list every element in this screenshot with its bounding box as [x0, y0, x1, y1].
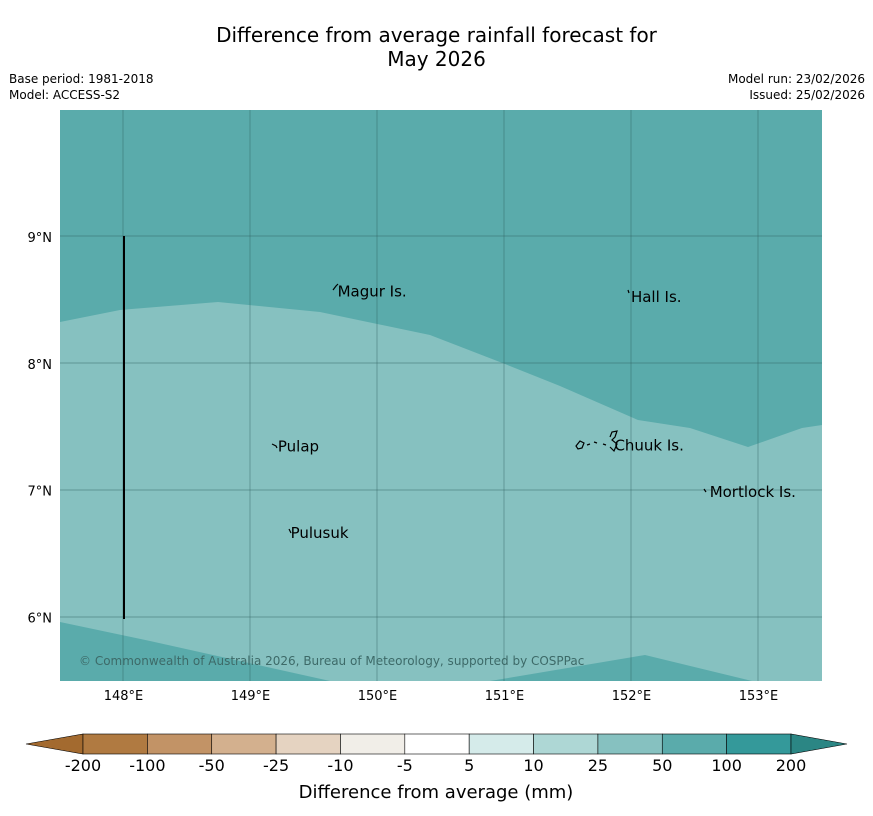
lat-tick-6-n: 6°N	[28, 612, 53, 627]
colorbar: -200 -100 -50 -25 -10 -5 5 10 25 50 100 200	[25, 733, 848, 775]
colorbar-tick-200: 200	[776, 756, 807, 775]
model-text: Model: ACCESS-S2	[9, 88, 121, 102]
colorbar-tick-5: 5	[464, 756, 474, 775]
copyright-text: © Commonwealth of Australia 2026, Bureau…	[79, 654, 584, 668]
colorbar-tick-25: 25	[588, 756, 608, 775]
place-label-mortlock-is: Mortlock Is.	[710, 483, 796, 501]
model-run-text: Model run: 23/02/2026	[727, 72, 865, 86]
lon-tick-150-e: 150°E	[358, 689, 398, 704]
lon-tick-151-e: 151°E	[485, 689, 525, 704]
pulap-island-shape	[271, 443, 278, 449]
map-title-line-1: Difference from average rainfall forecas…	[216, 23, 657, 47]
colorbar-segment-25-to-50	[597, 733, 663, 755]
meta-right: Model run: 23/02/2026 Issued: 25/02/2026	[728, 71, 865, 103]
colorbar-segment-100-to-200	[726, 733, 792, 755]
colorbar-segment-100-to-50	[147, 733, 213, 755]
colorbar-tick-5: -5	[397, 756, 413, 775]
lat-tick-7-n: 7°N	[28, 485, 53, 500]
place-label-pulusuk: Pulusuk	[291, 524, 349, 542]
latitude-tick-labels: 9°N 8°N 7°N 6°N	[28, 231, 53, 627]
band-25-50	[60, 302, 822, 681]
place-labels: Magur Is. Hall Is. Pulap Chuuk Is. Mortlock …	[278, 283, 796, 542]
map-plot-area: Magur Is. Hall Is. Pulap Chuuk Is. Mortlock …	[60, 110, 822, 681]
colorbar-tick-50: 50	[652, 756, 672, 775]
colorbar-segment-50-to-25	[211, 733, 277, 755]
chuuk-island-shape-1	[575, 440, 585, 450]
colorbar-tick-100: -100	[129, 756, 165, 775]
magur-island-shape	[332, 283, 339, 291]
mortlock-island-shape	[703, 488, 707, 493]
meta-left: Base period: 1981-2018 Model: ACCESS-S2	[9, 71, 154, 103]
colorbar-segment-25-to-10	[275, 733, 341, 755]
chuuk-island-shape-2	[586, 443, 591, 446]
base-period-text: Base period: 1981-2018	[9, 72, 154, 86]
place-label-chuuk-is: Chuuk Is.	[614, 436, 683, 454]
chuuk-island-shape-5	[609, 430, 618, 453]
islands	[271, 283, 707, 534]
colorbar-title: Difference from average (mm)	[299, 782, 574, 803]
colorbar-segment-5-to-10	[468, 733, 534, 755]
colorbar-segment-200-to-100	[82, 733, 148, 755]
hall-island-shape	[627, 289, 630, 294]
colorbar-segment-10-to-25	[533, 733, 599, 755]
place-label-hall-is: Hall Is.	[631, 288, 682, 306]
longitude-tick-labels: 148°E 149°E 150°E 151°E 152°E 153°E	[104, 689, 779, 704]
colorbar-segment-50-to-100	[661, 733, 727, 755]
pulusuk-island-shape	[288, 528, 292, 534]
lon-tick-153-e: 153°E	[739, 689, 779, 704]
lat-tick-9-n: 9°N	[28, 231, 53, 246]
colorbar-tick-100: 100	[711, 756, 742, 775]
colorbar-tick-50: -50	[199, 756, 225, 775]
colorbar-tick-10: 10	[523, 756, 543, 775]
lat-tick-8-n: 8°N	[28, 358, 53, 373]
colorbar-segment-5-to-5	[404, 733, 470, 755]
lon-tick-148-e: 148°E	[104, 689, 144, 704]
chuuk-island-shape-4	[602, 443, 607, 446]
colorbar-segment-10-to-5	[340, 733, 406, 755]
place-label-magur-is: Magur Is.	[338, 283, 407, 301]
issued-text: Issued: 25/02/2026	[749, 88, 865, 102]
chuuk-island-shape-3	[593, 441, 598, 444]
colorbar-extend-high	[790, 733, 848, 755]
place-label-pulap: Pulap	[278, 438, 319, 456]
map-title-line-2: May 2026	[387, 47, 486, 71]
colorbar-tick-200: -200	[65, 756, 101, 775]
colorbar-extend-low	[25, 733, 84, 755]
lon-tick-149-e: 149°E	[231, 689, 271, 704]
colorbar-tick-10: -10	[327, 756, 353, 775]
lon-tick-152-e: 152°E	[612, 689, 652, 704]
colorbar-tick-25: -25	[263, 756, 289, 775]
